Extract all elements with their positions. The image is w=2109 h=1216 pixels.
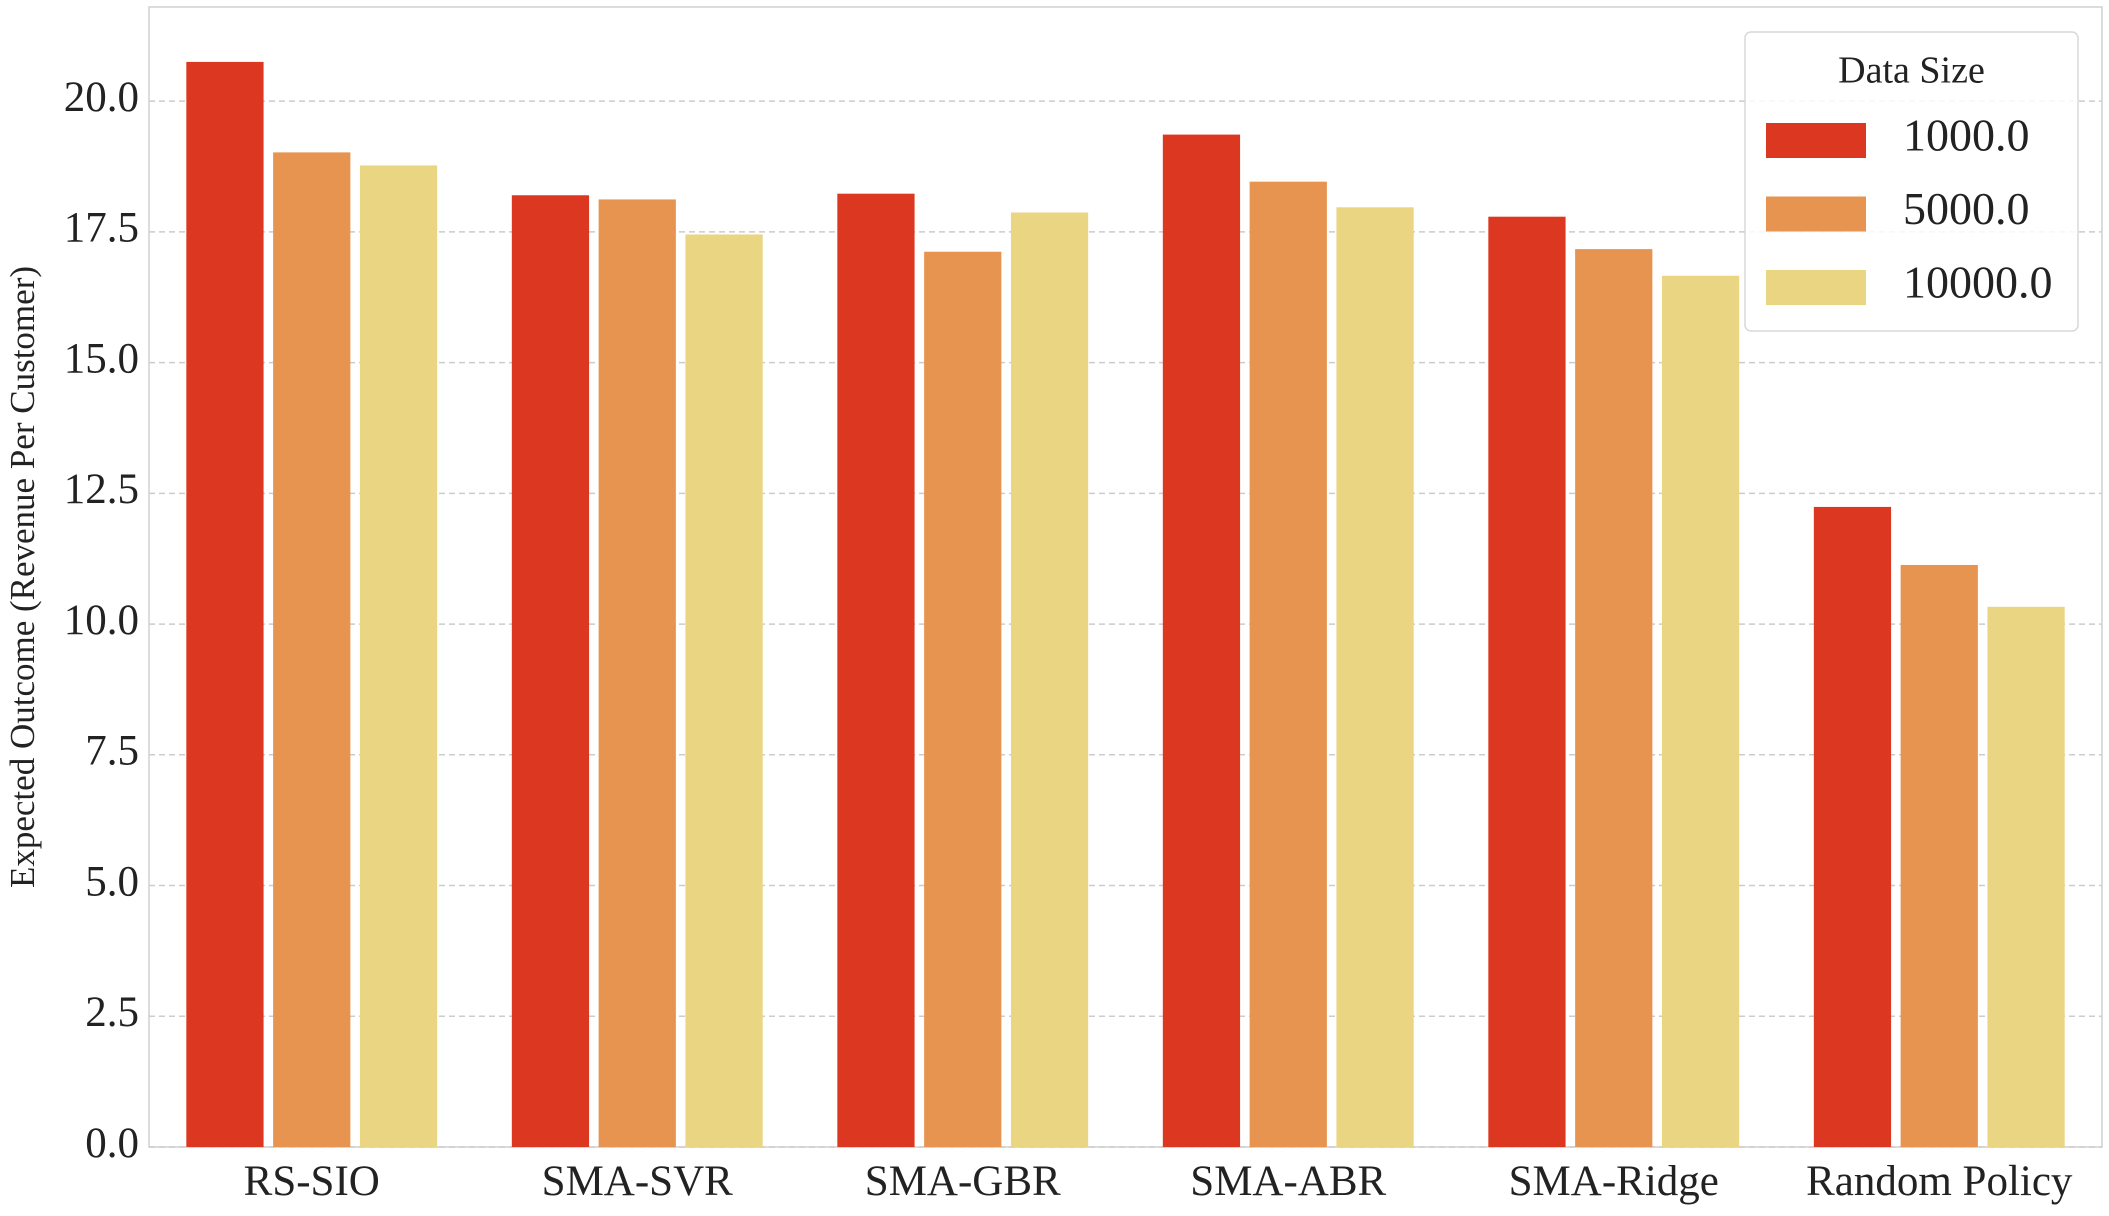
bar (1900, 564, 1978, 1147)
y-tick-label: 17.5 (64, 205, 139, 252)
y-tick-label: 12.5 (64, 466, 139, 513)
bar (1488, 216, 1566, 1147)
bar (273, 152, 351, 1147)
bar (1162, 134, 1241, 1148)
legend-swatch (1766, 270, 1866, 305)
bar (837, 193, 915, 1147)
y-tick-label: 7.5 (85, 728, 139, 775)
legend-label: 1000.0 (1903, 110, 2030, 161)
x-tick-label: SMA-ABR (1190, 1158, 1386, 1205)
y-tick-label: 15.0 (64, 335, 139, 382)
legend-box (1744, 31, 2079, 332)
x-tick-label: SMA-Ridge (1509, 1158, 1719, 1205)
y-axis-label: Expected Outcome (Revenue Per Customer) (3, 266, 42, 888)
y-tick-label: 20.0 (64, 74, 139, 121)
x-tick-label: RS-SIO (244, 1158, 380, 1205)
y-tick-label: 10.0 (64, 597, 139, 644)
legend-swatch (1766, 196, 1866, 232)
bar (511, 195, 590, 1147)
legend-label: 5000.0 (1903, 183, 2030, 234)
x-tick-label: Random Policy (1806, 1158, 2073, 1205)
bar (1010, 212, 1089, 1147)
bar (1813, 506, 1892, 1147)
bar (924, 251, 1002, 1147)
y-tick-label: 0.0 (85, 1120, 139, 1167)
bar (1336, 207, 1414, 1147)
y-tick-label: 5.0 (85, 858, 139, 905)
legend-title: Data Size (1838, 50, 1985, 92)
bar (685, 234, 763, 1148)
x-tick-label: SMA-GBR (865, 1158, 1061, 1205)
bar (1575, 249, 1653, 1147)
legend-label: 10000.0 (1903, 257, 2053, 308)
bar (1249, 181, 1327, 1148)
bar (186, 61, 264, 1148)
bar (1987, 606, 2065, 1147)
legend-swatch (1766, 123, 1866, 158)
y-tick-label: 2.5 (85, 989, 139, 1036)
x-tick-label: SMA-SVR (542, 1158, 733, 1205)
bar (598, 199, 676, 1147)
bar (1661, 275, 1740, 1147)
bar (359, 165, 438, 1148)
